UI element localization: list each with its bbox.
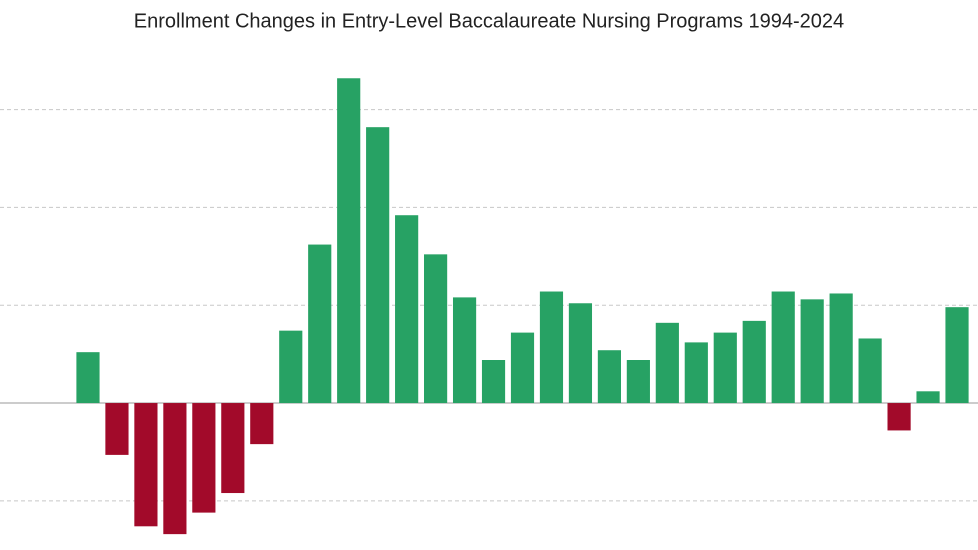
bar — [626, 360, 650, 404]
bar — [250, 403, 274, 445]
bar — [337, 78, 361, 404]
bar — [424, 254, 448, 404]
bar — [945, 307, 969, 404]
bar — [858, 338, 882, 404]
bar — [395, 215, 419, 404]
bar — [829, 293, 853, 404]
bar — [452, 297, 477, 404]
bar — [568, 303, 593, 404]
bar — [221, 403, 245, 494]
bar — [597, 350, 621, 404]
bar — [887, 403, 911, 431]
bar — [771, 291, 795, 404]
bar — [713, 332, 737, 404]
chart-title: Enrollment Changes in Entry-Level Baccal… — [134, 10, 844, 32]
bar — [105, 403, 129, 455]
bar — [916, 391, 940, 404]
bar — [163, 403, 187, 535]
bar — [510, 332, 535, 404]
bar — [366, 127, 390, 404]
bar — [539, 291, 564, 404]
bar — [76, 352, 100, 404]
bar — [279, 330, 303, 404]
bar — [481, 360, 506, 404]
bar — [308, 244, 332, 404]
bar — [742, 320, 766, 404]
bar — [134, 403, 158, 527]
bar — [800, 299, 824, 404]
bar — [655, 322, 679, 404]
bar — [192, 403, 216, 513]
bar — [684, 342, 708, 404]
